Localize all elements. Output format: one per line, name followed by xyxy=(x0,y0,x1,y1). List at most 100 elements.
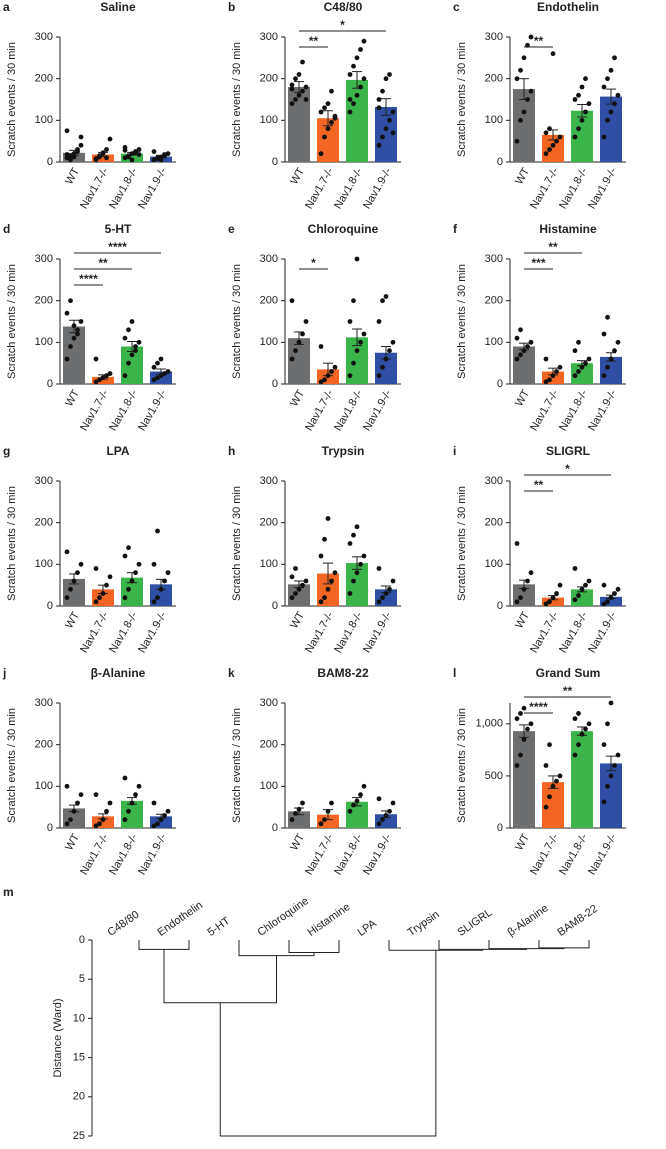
data-point xyxy=(75,800,80,806)
data-point xyxy=(71,151,77,157)
data-point xyxy=(325,373,331,379)
significance-label: * xyxy=(311,256,316,270)
data-point xyxy=(547,599,552,605)
data-point xyxy=(601,601,607,607)
x-tick-label: WT xyxy=(63,832,82,853)
data-point xyxy=(518,595,523,601)
data-point xyxy=(586,356,592,362)
chart-title: β-Alanine xyxy=(91,666,146,680)
data-point xyxy=(601,742,607,748)
data-point xyxy=(358,84,363,90)
data-point xyxy=(547,126,552,132)
y-tick-label: 100 xyxy=(260,114,278,126)
x-tick-label: Nav1.7-/- xyxy=(78,166,111,211)
data-point xyxy=(293,591,298,596)
data-point xyxy=(133,792,138,798)
data-point xyxy=(361,38,367,44)
data-point xyxy=(68,157,73,163)
data-point xyxy=(387,808,392,814)
y-tick-label: 100 xyxy=(485,558,503,570)
data-point xyxy=(608,700,614,706)
y-tick-label: 0 xyxy=(272,822,278,834)
x-tick-label: Nav1.9-/- xyxy=(361,166,394,211)
data-point xyxy=(122,775,128,781)
data-point xyxy=(390,339,396,345)
y-tick-label: 100 xyxy=(260,336,278,348)
data-point xyxy=(122,595,128,601)
data-point xyxy=(380,364,385,370)
data-point xyxy=(361,553,367,559)
data-point xyxy=(329,578,334,584)
data-point xyxy=(64,155,70,161)
panel-letter: b xyxy=(228,0,235,14)
data-point xyxy=(64,356,70,362)
y-tick-label: 0 xyxy=(497,156,503,168)
y-tick-label: 300 xyxy=(485,31,503,43)
data-point xyxy=(162,813,167,818)
y-axis-label: Scratch events / 30 min xyxy=(231,708,243,823)
data-point xyxy=(528,721,534,727)
data-point xyxy=(576,126,581,132)
data-point xyxy=(318,379,324,385)
data-point xyxy=(322,134,327,140)
data-point xyxy=(100,817,106,823)
data-point xyxy=(104,155,109,161)
data-point xyxy=(612,763,617,768)
data-point xyxy=(162,152,167,157)
data-point xyxy=(78,319,84,324)
y-tick-label: 300 xyxy=(260,253,278,265)
data-point xyxy=(129,578,135,584)
data-point xyxy=(383,813,389,818)
y-tick-label: 0 xyxy=(79,934,85,946)
data-point xyxy=(71,335,77,341)
data-point xyxy=(97,153,102,159)
bar xyxy=(92,816,114,828)
data-point xyxy=(332,570,338,576)
data-point xyxy=(361,331,367,337)
data-point xyxy=(576,92,581,98)
data-point xyxy=(322,536,327,542)
data-point xyxy=(318,344,324,349)
leaf-label: Endothelin xyxy=(156,899,205,939)
data-point xyxy=(133,344,138,349)
data-point xyxy=(358,47,363,52)
data-point xyxy=(151,823,157,829)
data-point xyxy=(543,601,549,607)
data-point xyxy=(608,595,614,601)
data-point xyxy=(521,109,527,115)
data-point xyxy=(605,314,610,320)
panel-letter: c xyxy=(453,0,460,14)
data-point xyxy=(293,566,298,571)
data-point xyxy=(514,76,520,82)
data-point xyxy=(354,55,360,61)
y-tick-label: 0 xyxy=(497,822,503,834)
significance-label: ** xyxy=(534,34,544,48)
data-point xyxy=(296,586,302,592)
data-point xyxy=(332,113,338,119)
data-point xyxy=(64,783,70,789)
panel-letter: f xyxy=(453,222,458,236)
data-point xyxy=(601,331,607,337)
data-point xyxy=(605,117,610,123)
chart-title: LPA xyxy=(106,444,129,458)
x-tick-label: WT xyxy=(513,166,532,187)
data-point xyxy=(518,711,523,716)
y-tick-label: 200 xyxy=(485,73,503,85)
data-point xyxy=(296,72,302,77)
bar xyxy=(346,337,368,384)
data-point xyxy=(380,595,385,601)
x-tick-label: Nav1.9-/- xyxy=(586,166,619,211)
data-point xyxy=(107,136,113,142)
y-tick-label: 0 xyxy=(47,600,53,612)
data-point xyxy=(557,364,563,370)
data-point xyxy=(133,570,138,576)
data-point xyxy=(347,541,353,546)
data-point xyxy=(583,76,588,82)
data-point xyxy=(126,586,131,592)
data-point xyxy=(390,578,396,584)
data-point xyxy=(376,97,382,102)
x-tick-label: Nav1.9-/- xyxy=(136,832,169,877)
data-point xyxy=(289,595,295,601)
data-point xyxy=(514,716,520,722)
data-point xyxy=(126,360,131,366)
